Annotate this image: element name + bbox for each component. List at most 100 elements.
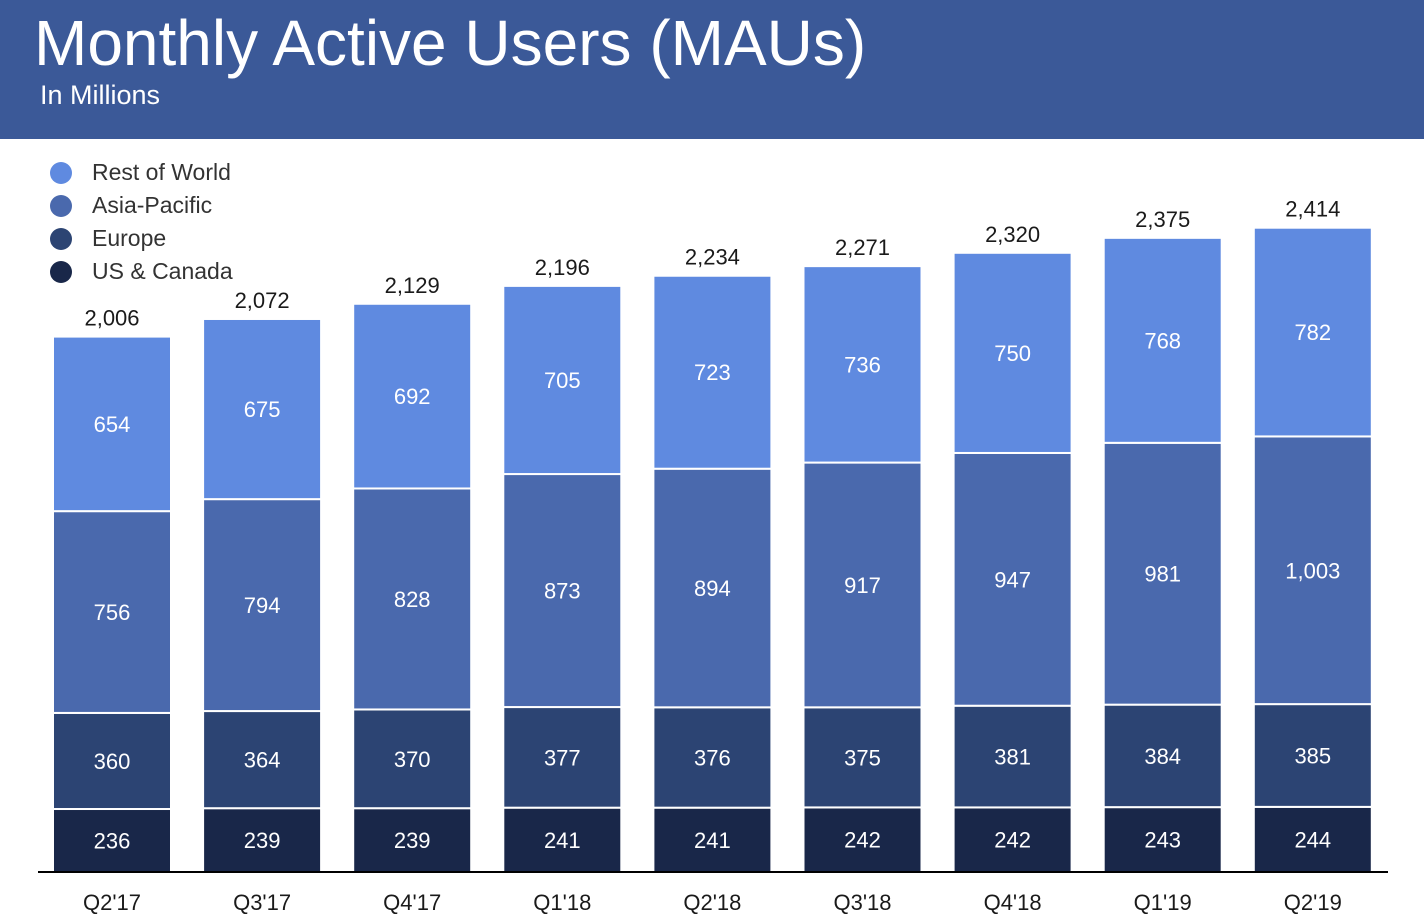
data-label-rest-of-world-q2-17: 654 xyxy=(94,412,131,437)
data-label-asia-pacific-q3-18: 917 xyxy=(844,573,881,598)
legend-item-rest-of-world: Rest of World xyxy=(50,156,233,189)
data-label-rest-of-world-q4-18: 750 xyxy=(994,341,1031,366)
bar-segment-us-canada-q2-19 xyxy=(1252,805,1373,873)
bar-segment-asia-pacific-q4-18 xyxy=(952,451,1073,707)
total-label-q4-17: 2,129 xyxy=(385,273,440,298)
data-label-asia-pacific-q2-18: 894 xyxy=(694,576,731,601)
data-label-europe-q3-17: 364 xyxy=(244,748,281,773)
total-label-q1-19: 2,375 xyxy=(1135,207,1190,232)
data-label-asia-pacific-q1-18: 873 xyxy=(544,579,581,604)
data-label-us-canada-q2-17: 236 xyxy=(94,829,131,854)
bar-segment-us-canada-q2-17 xyxy=(52,808,172,873)
x-tick-label-q1-19: Q1'19 xyxy=(1134,890,1192,914)
total-label-q3-18: 2,271 xyxy=(835,235,890,260)
data-label-rest-of-world-q1-18: 705 xyxy=(544,368,581,393)
legend-label-europe: Europe xyxy=(92,225,167,251)
bar-segment-europe-q4-18 xyxy=(952,704,1073,809)
data-label-us-canada-q2-18: 241 xyxy=(694,828,731,853)
data-label-us-canada-q3-17: 239 xyxy=(244,828,281,853)
total-label-q2-18: 2,234 xyxy=(685,245,740,270)
bar-segment-rest-of-world-q1-19 xyxy=(1102,236,1223,444)
data-label-rest-of-world-q4-17: 692 xyxy=(394,384,431,409)
legend-swatch-us-canada xyxy=(50,260,72,283)
data-label-europe-q4-17: 370 xyxy=(394,747,431,772)
total-label-q2-19: 2,414 xyxy=(1285,197,1340,222)
data-label-asia-pacific-q4-18: 947 xyxy=(994,567,1031,592)
bar-segment-europe-q4-17 xyxy=(352,708,473,810)
bar-segment-us-canada-q4-18 xyxy=(952,806,1073,874)
bar-segment-asia-pacific-q3-18 xyxy=(802,461,923,709)
data-label-asia-pacific-q3-17: 794 xyxy=(244,593,281,618)
bar-segment-us-canada-q3-18 xyxy=(802,806,923,874)
x-tick-label-q2-17: Q2'17 xyxy=(83,890,141,914)
x-tick-label-q1-18: Q1'18 xyxy=(533,890,591,914)
legend-item-asia-pacific: Asia-Pacific xyxy=(50,189,233,222)
legend-swatch-europe xyxy=(50,227,72,250)
bar-segment-rest-of-world-q3-17 xyxy=(202,317,323,501)
total-label-q1-18: 2,196 xyxy=(535,255,590,280)
data-label-us-canada-q4-18: 242 xyxy=(994,828,1031,853)
data-label-us-canada-q1-18: 241 xyxy=(544,828,581,853)
bar-segment-us-canada-q1-19 xyxy=(1102,806,1223,874)
total-label-q2-17: 2,006 xyxy=(84,306,139,331)
legend-item-us-canada: US & Canada xyxy=(50,255,233,288)
data-label-asia-pacific-q1-19: 981 xyxy=(1144,562,1181,587)
data-label-europe-q2-17: 360 xyxy=(94,749,131,774)
bar-segment-rest-of-world-q2-17 xyxy=(52,335,172,513)
data-label-us-canada-q1-19: 243 xyxy=(1144,828,1181,853)
bar-segment-rest-of-world-q2-18 xyxy=(652,274,773,470)
bar-segment-asia-pacific-q2-19 xyxy=(1252,435,1373,706)
bar-segment-asia-pacific-q3-17 xyxy=(202,498,323,713)
bar-segment-europe-q1-18 xyxy=(502,706,623,809)
legend-label-us-canada: US & Canada xyxy=(92,258,233,284)
bar-segment-rest-of-world-q3-18 xyxy=(802,265,923,464)
total-label-q4-18: 2,320 xyxy=(985,222,1040,247)
legend-label-rest-of-world: Rest of World xyxy=(92,159,231,185)
data-label-rest-of-world-q1-19: 768 xyxy=(1144,328,1181,353)
legend-label-asia-pacific: Asia-Pacific xyxy=(92,192,213,218)
data-label-asia-pacific-q2-19: 1,003 xyxy=(1285,558,1340,583)
page-subtitle: In Millions xyxy=(40,80,161,110)
data-label-rest-of-world-q3-17: 675 xyxy=(244,397,281,422)
x-tick-label-q3-17: Q3'17 xyxy=(233,890,291,914)
legend-swatch-asia-pacific xyxy=(50,194,72,217)
x-tick-label-q4-17: Q4'17 xyxy=(383,890,441,914)
data-label-asia-pacific-q2-17: 756 xyxy=(94,600,131,625)
data-label-rest-of-world-q2-19: 782 xyxy=(1294,320,1331,345)
data-label-us-canada-q4-17: 239 xyxy=(394,828,431,853)
x-tick-label-q2-19: Q2'19 xyxy=(1284,890,1342,914)
bar-segment-europe-q1-19 xyxy=(1102,703,1223,809)
data-label-europe-q4-18: 381 xyxy=(994,745,1031,770)
bar-segment-europe-q3-17 xyxy=(202,710,323,810)
data-label-europe-q3-18: 375 xyxy=(844,745,881,770)
data-label-rest-of-world-q2-18: 723 xyxy=(694,360,731,385)
x-tick-label-q2-18: Q2'18 xyxy=(683,890,741,914)
bar-segment-europe-q2-18 xyxy=(652,706,773,809)
x-tick-label-q4-18: Q4'18 xyxy=(984,890,1042,914)
data-label-europe-q1-19: 384 xyxy=(1144,744,1181,769)
bar-segment-europe-q2-17 xyxy=(52,711,172,811)
data-label-europe-q2-18: 376 xyxy=(694,745,731,770)
bar-segment-rest-of-world-q2-19 xyxy=(1252,226,1373,438)
total-label-q3-17: 2,072 xyxy=(235,288,290,313)
bar-segment-asia-pacific-q2-17 xyxy=(52,510,172,714)
data-label-europe-q1-18: 377 xyxy=(544,745,581,770)
bar-segment-us-canada-q2-18 xyxy=(652,806,773,874)
data-label-us-canada-q2-19: 244 xyxy=(1294,827,1331,852)
bar-segment-asia-pacific-q4-17 xyxy=(352,487,473,711)
data-label-us-canada-q3-18: 242 xyxy=(844,828,881,853)
bar-segment-europe-q2-19 xyxy=(1252,703,1373,808)
bar-segment-rest-of-world-q1-18 xyxy=(502,284,623,476)
x-tick-label-q3-18: Q3'18 xyxy=(833,890,891,914)
bar-segment-us-canada-q4-17 xyxy=(352,807,473,873)
legend-swatch-rest-of-world xyxy=(50,161,72,184)
page-title: Monthly Active Users (MAUs) xyxy=(34,7,867,79)
header-banner: Monthly Active Users (MAUs) In Millions xyxy=(0,0,1424,139)
data-label-europe-q2-19: 385 xyxy=(1294,743,1331,768)
bar-segment-asia-pacific-q1-18 xyxy=(502,473,623,709)
bar-segment-rest-of-world-q4-17 xyxy=(352,302,473,490)
data-label-rest-of-world-q3-18: 736 xyxy=(844,352,881,377)
chart-legend: Rest of World Asia-Pacific Europe US & C… xyxy=(50,156,233,288)
bar-segment-us-canada-q3-17 xyxy=(202,807,323,873)
